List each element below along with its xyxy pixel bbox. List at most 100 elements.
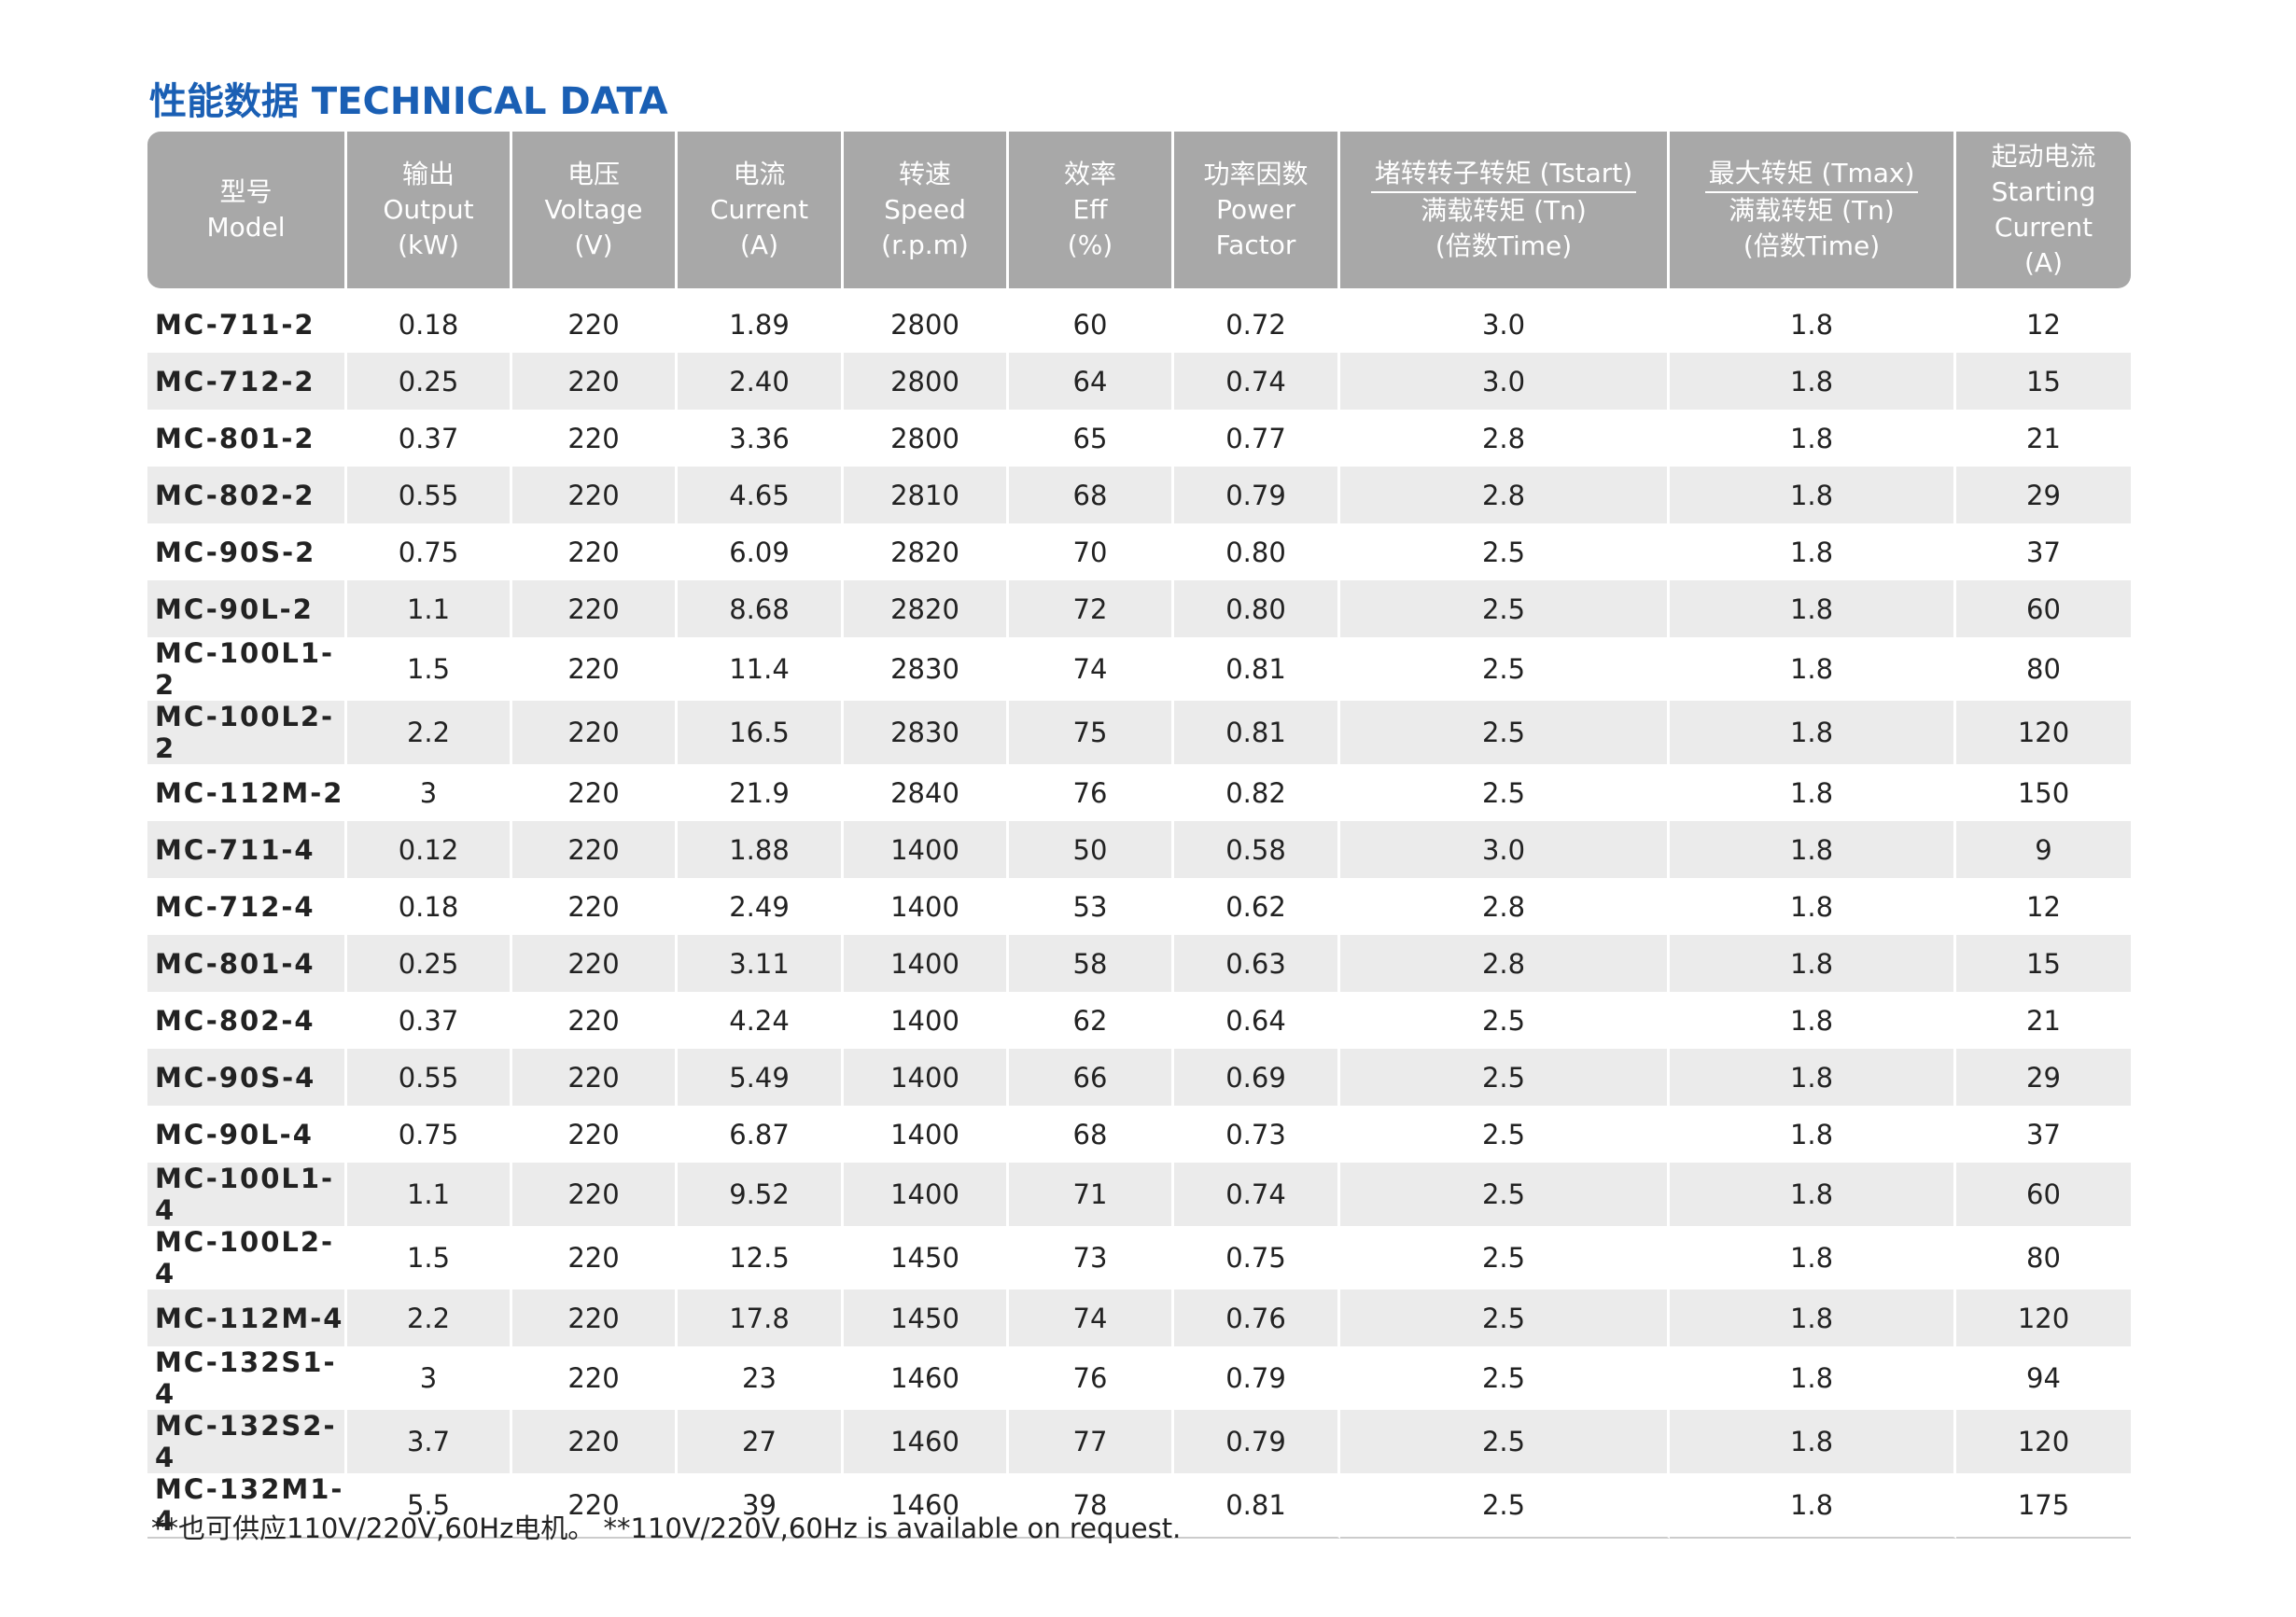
model-cell: MC-801-4 (147, 935, 347, 992)
header-text: (%) (1067, 230, 1113, 260)
value-cell: 12.5 (678, 1226, 844, 1289)
value-cell: 1.88 (678, 821, 844, 878)
value-cell: 0.18 (347, 288, 512, 353)
value-cell: 1.8 (1670, 1226, 1956, 1289)
value-cell: 0.74 (1174, 1163, 1340, 1226)
value-cell: 71 (1009, 1163, 1174, 1226)
value-cell: 1.8 (1670, 1410, 1956, 1473)
value-cell: 0.25 (347, 353, 512, 410)
header-line: (A) (1956, 245, 2131, 281)
value-cell: 1.8 (1670, 523, 1956, 580)
value-cell: 60 (1956, 580, 2131, 637)
value-cell: 1.8 (1670, 1289, 1956, 1346)
value-cell: 1.8 (1670, 821, 1956, 878)
value-cell: 1.8 (1670, 935, 1956, 992)
value-cell: 4.65 (678, 467, 844, 523)
header-line: Current (1956, 210, 2131, 245)
value-cell: 77 (1009, 1410, 1174, 1473)
value-cell: 220 (512, 1346, 678, 1410)
value-cell: 0.75 (1174, 1226, 1340, 1289)
value-cell: 2810 (844, 467, 1009, 523)
header-line: 转速 (844, 157, 1006, 192)
value-cell: 220 (512, 523, 678, 580)
value-cell: 2820 (844, 523, 1009, 580)
value-cell: 0.55 (347, 1049, 512, 1106)
table-row: MC-100L1-4 1.1 220 9.52 1400 71 0.74 2.5 1.8 60 (147, 1163, 2131, 1226)
value-cell: 1.8 (1670, 637, 1956, 701)
column-header: 功率因数 Power Factor (1174, 132, 1340, 288)
value-cell: 0.81 (1174, 1473, 1340, 1539)
value-cell: 1450 (844, 1289, 1009, 1346)
value-cell: 76 (1009, 764, 1174, 821)
value-cell: 39 (678, 1473, 844, 1539)
data-table: 型号 Model 输出 Output (kW) 电压 Voltage (V) 电流 Current… (147, 132, 2131, 1539)
value-cell: 0.73 (1174, 1106, 1340, 1163)
value-cell: 0.80 (1174, 580, 1340, 637)
value-cell: 1400 (844, 935, 1009, 992)
value-cell: 2.5 (1340, 701, 1670, 764)
header-line: 起动电流 (1956, 139, 2131, 174)
model-cell: MC-132S2-4 (147, 1410, 347, 1473)
value-cell: 2830 (844, 637, 1009, 701)
value-cell: 220 (512, 878, 678, 935)
value-cell: 4.24 (678, 992, 844, 1049)
value-cell: 72 (1009, 580, 1174, 637)
value-cell: 76 (1009, 1346, 1174, 1410)
value-cell: 2830 (844, 701, 1009, 764)
value-cell: 3.0 (1340, 353, 1670, 410)
value-cell: 220 (512, 992, 678, 1049)
header-text: Model (206, 212, 286, 243)
header-text: Voltage (544, 194, 643, 225)
header-text: Factor (1215, 230, 1296, 260)
value-cell: 1.8 (1670, 1473, 1956, 1539)
value-cell: 1.8 (1670, 1346, 1956, 1410)
header-line: Starting (1956, 174, 2131, 210)
value-cell: 1400 (844, 1106, 1009, 1163)
header-text: 堵转转子转矩 (Tstart) (1370, 156, 1637, 193)
value-cell: 0.62 (1174, 878, 1340, 935)
model-cell: MC-100L2-4 (147, 1226, 347, 1289)
model-cell: MC-100L2-2 (147, 701, 347, 764)
value-cell: 11.4 (678, 637, 844, 701)
value-cell: 68 (1009, 1106, 1174, 1163)
value-cell: 3.7 (347, 1410, 512, 1473)
value-cell: 1.8 (1670, 1163, 1956, 1226)
header-text: Power (1216, 194, 1295, 225)
value-cell: 2.5 (1340, 1289, 1670, 1346)
header-text: 电流 (733, 159, 786, 189)
table-row: MC-132M1-4 5.5 220 39 1460 78 0.81 2.5 1.8 175 (147, 1473, 2131, 1539)
value-cell: 1.8 (1670, 701, 1956, 764)
value-cell: 15 (1956, 935, 2131, 992)
value-cell: 62 (1009, 992, 1174, 1049)
value-cell: 220 (512, 353, 678, 410)
header-line: 输出 (347, 157, 510, 192)
value-cell: 220 (512, 637, 678, 701)
table-row: MC-802-4 0.37 220 4.24 1400 62 0.64 2.5 1.8 21 (147, 992, 2131, 1049)
value-cell: 17.8 (678, 1289, 844, 1346)
header-line: 堵转转子转矩 (Tstart) (1340, 156, 1667, 193)
header-text: Output (383, 194, 474, 225)
value-cell: 220 (512, 764, 678, 821)
value-cell: 73 (1009, 1226, 1174, 1289)
value-cell: 6.09 (678, 523, 844, 580)
header-line: Output (347, 192, 510, 228)
value-cell: 5.5 (347, 1473, 512, 1539)
header-text: Speed (884, 194, 966, 225)
value-cell: 0.25 (347, 935, 512, 992)
value-cell: 29 (1956, 467, 2131, 523)
header-text: (A) (739, 230, 778, 260)
value-cell: 50 (1009, 821, 1174, 878)
header-line: 电流 (678, 157, 841, 192)
value-cell: 2.8 (1340, 467, 1670, 523)
model-cell: MC-100L1-4 (147, 1163, 347, 1226)
value-cell: 2.8 (1340, 878, 1670, 935)
header-line: (A) (678, 228, 841, 263)
header-line: (倍数Time) (1340, 229, 1667, 264)
value-cell: 220 (512, 1289, 678, 1346)
column-header: 起动电流 Starting Current (A) (1956, 132, 2131, 288)
header-line: Eff (1009, 192, 1171, 228)
value-cell: 68 (1009, 467, 1174, 523)
model-cell: MC-112M-2 (147, 764, 347, 821)
value-cell: 220 (512, 935, 678, 992)
value-cell: 2800 (844, 410, 1009, 467)
